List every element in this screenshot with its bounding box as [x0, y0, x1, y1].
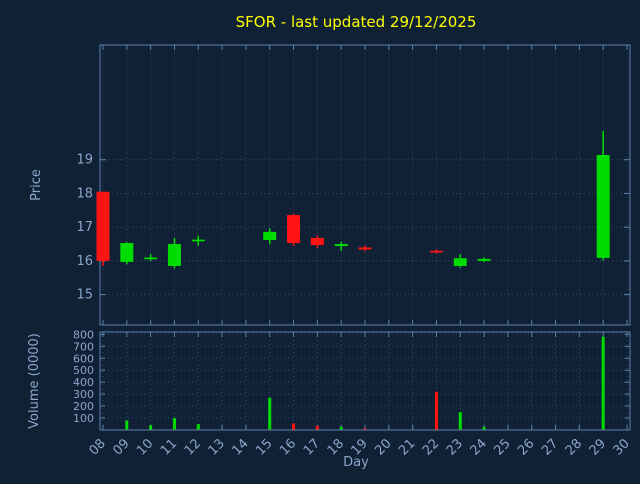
day-tick-label: 16 — [277, 436, 299, 458]
day-tick-label: 22 — [420, 436, 442, 458]
day-tick-label: 28 — [563, 436, 585, 458]
candle-body — [144, 257, 158, 260]
price-tick-label: 17 — [76, 220, 93, 235]
day-axis-label: Day — [343, 455, 369, 470]
day-tick-label: 26 — [515, 436, 537, 458]
candle-body — [334, 244, 348, 247]
price-tick-label: 15 — [76, 288, 93, 303]
volume-bar — [292, 423, 296, 430]
day-tick-label: 13 — [206, 436, 228, 458]
day-tick-label: 27 — [539, 436, 561, 458]
day-tick-label: 29 — [587, 436, 609, 458]
price-tick-label: 19 — [76, 153, 93, 168]
volume-tick-label: 600 — [73, 352, 94, 365]
day-tick-label: 30 — [611, 436, 633, 458]
volume-bar — [268, 397, 272, 430]
price-tick-label: 18 — [76, 186, 93, 201]
candle-body — [263, 231, 277, 240]
day-tick-label: 17 — [301, 436, 323, 458]
volume-tick-label: 400 — [73, 376, 94, 389]
day-tick-label: 24 — [468, 436, 490, 458]
price-tick-label: 16 — [76, 254, 93, 269]
volume-bar — [339, 427, 343, 430]
volume-bar — [482, 427, 486, 430]
chart-title: SFOR - last updated 29/12/2025 — [236, 13, 477, 31]
day-tick-label: 15 — [253, 436, 275, 458]
day-tick-label: 23 — [444, 436, 466, 458]
day-tick-label: 14 — [229, 436, 251, 458]
volume-tick-label: 800 — [73, 328, 94, 341]
candle-body — [429, 250, 443, 253]
candle-body — [167, 244, 181, 266]
candle-body — [453, 258, 467, 266]
volume-bar — [363, 428, 367, 430]
volume-bar — [434, 391, 438, 430]
candle-body — [287, 215, 301, 244]
volume-axis-label: Volume (0000) — [27, 333, 42, 429]
day-tick-label: 20 — [372, 436, 394, 458]
volume-tick-label: 100 — [73, 412, 94, 425]
volume-bar — [315, 425, 319, 430]
volume-bar — [601, 336, 605, 430]
candle-body — [120, 243, 134, 262]
volume-tick-label: 300 — [73, 388, 94, 401]
volume-bar — [125, 420, 129, 430]
price-axis-label: Price — [29, 169, 44, 201]
day-tick-label: 25 — [491, 436, 513, 458]
day-tick-label: 21 — [396, 436, 418, 458]
volume-bar — [172, 418, 176, 430]
volume-bar — [458, 412, 462, 430]
volume-tick-label: 500 — [73, 364, 94, 377]
day-tick-label: 09 — [110, 436, 132, 458]
candle-body — [191, 239, 205, 242]
volume-tick-label: 700 — [73, 340, 94, 353]
volume-bar — [196, 424, 200, 430]
candle-body — [596, 154, 610, 258]
day-tick-label: 11 — [158, 436, 180, 458]
candle-body — [358, 247, 372, 250]
candle-body — [310, 237, 324, 246]
candle-body — [96, 191, 110, 261]
candle-body — [477, 258, 491, 261]
volume-bar — [149, 425, 153, 430]
day-tick-label: 08 — [87, 436, 109, 458]
day-tick-label: 10 — [134, 436, 156, 458]
day-tick-label: 12 — [182, 436, 204, 458]
volume-tick-label: 200 — [73, 400, 94, 413]
